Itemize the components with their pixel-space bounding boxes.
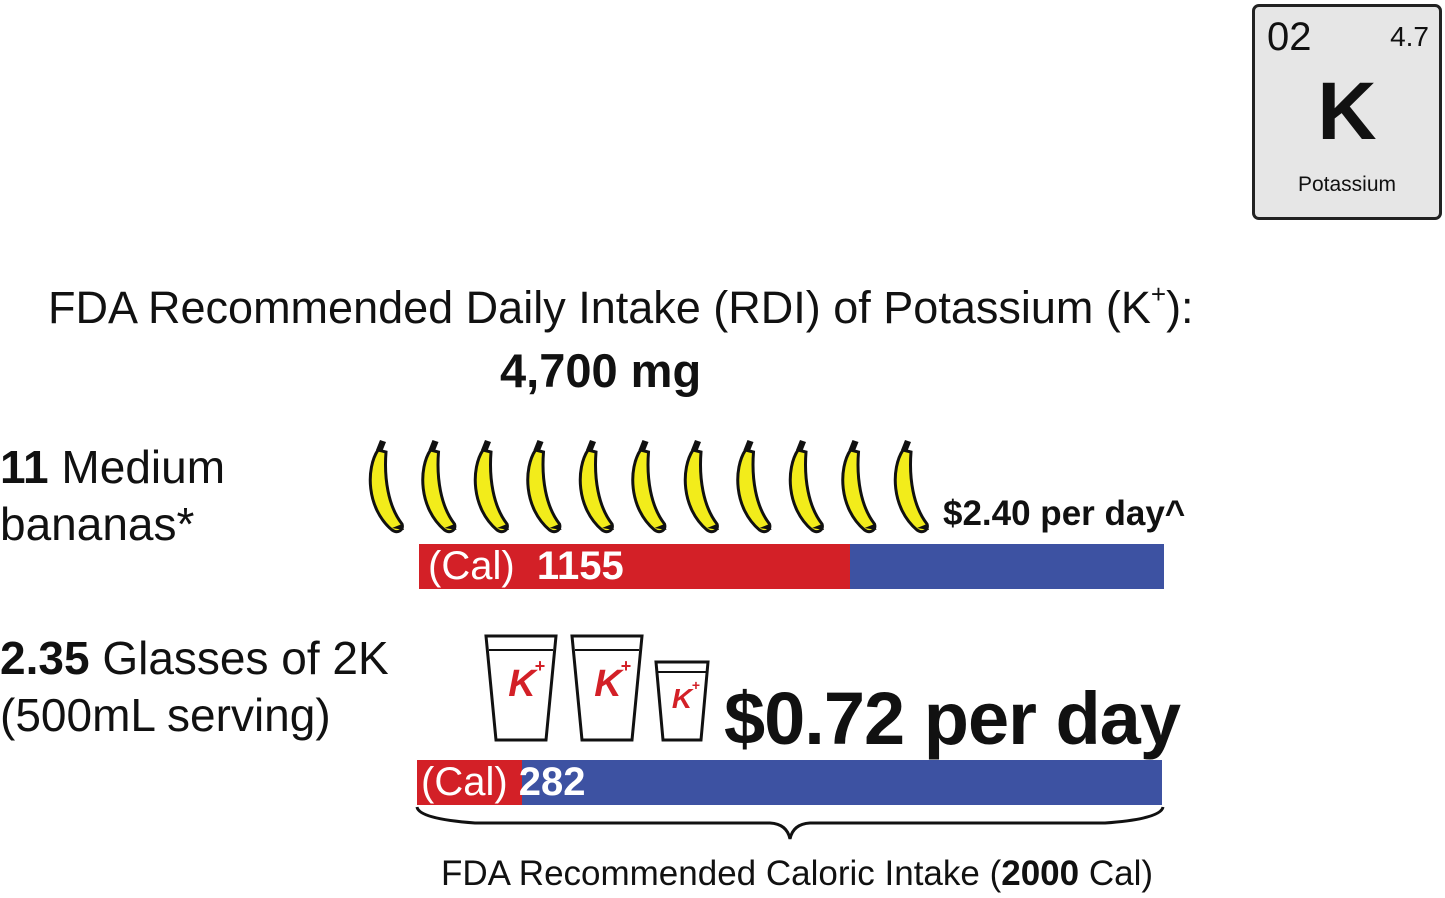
cup-logo: K [594,663,624,705]
headline-suffix: ): [1166,282,1194,333]
drink-cal-unit: (Cal) [421,760,508,804]
banana-label: 11 Medium bananas* [0,439,225,553]
headline-superscript: + [1150,279,1167,309]
cup-logo-sup: + [692,677,700,693]
banana-icon [421,440,457,534]
banana-label-line1: 11 Medium [0,439,225,496]
atomic-number: 02 [1267,15,1312,59]
banana-label-text: Medium [61,441,226,493]
banana-calorie-bar [419,544,1164,589]
banana-icon [631,440,667,534]
banana-calorie-label: (Cal) 1155 [428,544,624,589]
banana-icon [736,440,772,534]
headline-text: FDA Recommended Daily Intake (RDI) of Po… [48,282,1151,333]
curly-brace-icon [415,806,1165,840]
cup-icon: K + [654,660,710,742]
drink-calories: 282 [518,760,586,804]
drink-label-line1: 2.35 Glasses of 2K [0,630,389,687]
banana-calories: 1155 [536,544,624,588]
banana-icon [526,440,562,534]
element-symbol: K [1317,66,1377,157]
drink-calorie-remaining [522,760,1162,805]
caption-suffix: Cal) [1079,854,1154,893]
banana-icon [788,440,824,534]
drink-count: 2.35 [0,632,90,684]
drink-cups: K + K + K + [484,634,710,742]
drink-calorie-bar [417,760,1162,805]
banana-icon [683,440,719,534]
banana-calorie-remaining [849,544,1164,589]
banana-icon [893,440,929,534]
caption-value: 2000 [1001,854,1080,893]
element-tile: 02 4.7 K Potassium [1252,4,1442,220]
banana-icon [841,440,877,534]
cup-icon: K + [484,634,558,742]
banana-count: 11 [0,441,49,493]
banana-icon [473,440,509,534]
cup-logo-sup: + [535,656,546,676]
cup-icon: K + [570,634,644,742]
drink-cost: $0.72 per day [724,677,1181,760]
banana-icon [578,440,614,534]
cup-logo-sup: + [621,656,632,676]
drink-label-text: Glasses of 2K [102,632,389,684]
cup-logo: K [672,683,694,714]
cup-logo: K [508,663,538,705]
atomic-weight: 4.7 [1390,21,1429,52]
banana-icon [368,440,404,534]
drink-label-line2: (500mL serving) [0,689,331,741]
caption-prefix: FDA Recommended Caloric Intake ( [441,854,1002,893]
rdi-amount: 4,700 mg [500,344,702,397]
headline: FDA Recommended Daily Intake (RDI) of Po… [48,279,1194,334]
element-name: Potassium [1297,173,1397,196]
banana-cost: $2.40 per day^ [943,494,1186,533]
caloric-intake-caption: FDA Recommended Caloric Intake (2000 Cal… [441,854,1153,894]
banana-cal-unit: (Cal) [428,544,515,588]
drink-label: 2.35 Glasses of 2K (500mL serving) [0,630,389,744]
banana-calorie-fill [419,544,850,589]
banana-row [368,440,929,534]
drink-calorie-fill [417,760,523,805]
drink-calorie-label: (Cal) 282 [421,760,586,805]
banana-label-line2: bananas* [0,498,195,550]
